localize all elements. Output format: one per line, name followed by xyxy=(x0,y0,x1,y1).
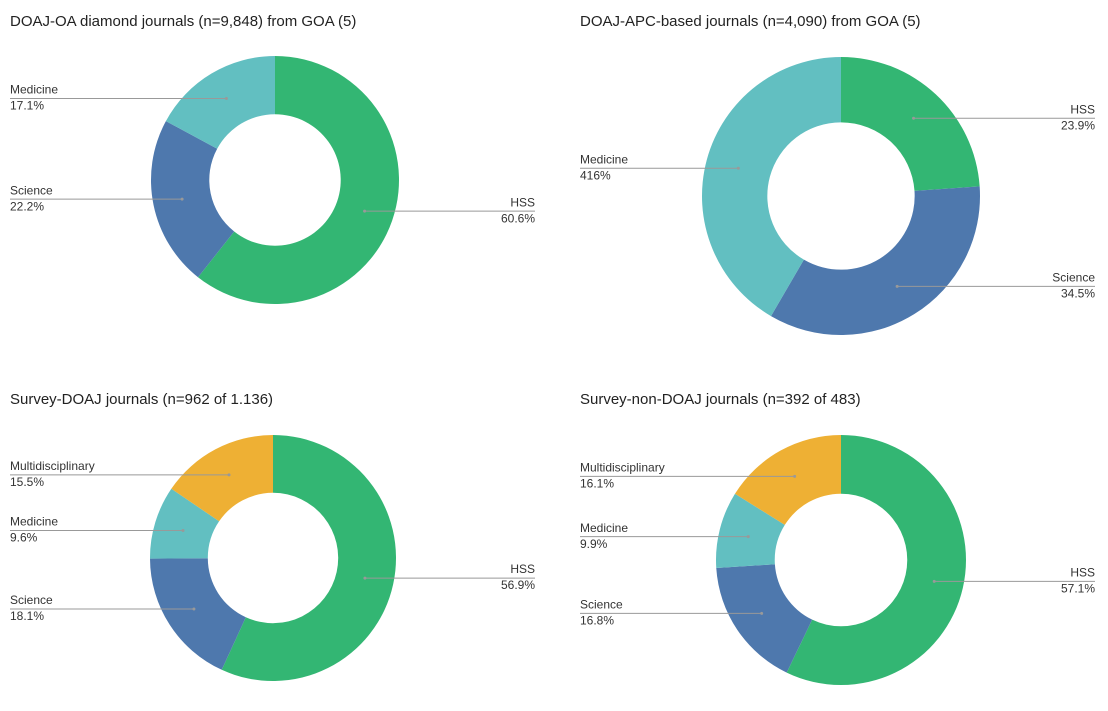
slice-value: 57.1% xyxy=(1061,581,1095,595)
slice-value: 16.1% xyxy=(580,477,614,491)
donut-slice xyxy=(221,435,396,682)
donut-slice xyxy=(716,564,813,673)
leader-dot xyxy=(736,166,740,170)
leader-dot xyxy=(363,576,367,580)
donut-slice xyxy=(734,435,841,525)
slice-value: 9.9% xyxy=(580,537,608,551)
donut-slice xyxy=(150,558,246,670)
slice-value: 15.5% xyxy=(10,475,44,489)
slice-label: Science xyxy=(1052,270,1095,284)
leader-dot xyxy=(793,474,797,478)
chart-title: Survey-DOAJ journals (n=962 of 1.136) xyxy=(10,391,273,408)
donut-slice xyxy=(770,186,981,335)
donut-slice xyxy=(841,57,980,191)
slice-value: 16.8% xyxy=(580,614,614,628)
slice-label: Multidisciplinary xyxy=(580,461,665,475)
slice-label: Medicine xyxy=(580,152,628,166)
slice-value: 56.9% xyxy=(501,578,535,592)
leader-dot xyxy=(181,529,185,533)
chart-title: DOAJ-OA diamond journals (n=9,848) from … xyxy=(10,13,356,30)
chart-title: DOAJ-APC-based journals (n=4,090) from G… xyxy=(580,13,921,30)
leader-dot xyxy=(932,579,936,583)
slice-label: Science xyxy=(10,593,53,607)
donut-slice xyxy=(716,493,785,569)
donut-slice xyxy=(150,488,220,559)
slice-label: Science xyxy=(580,598,623,612)
slice-value: 60.6% xyxy=(501,211,535,225)
slice-label: HSS xyxy=(1070,565,1095,579)
leader-dot xyxy=(760,611,764,615)
donut-slice xyxy=(786,435,966,685)
slice-value: 17.1% xyxy=(10,99,44,113)
donut-slice xyxy=(702,57,841,317)
chart-title: Survey-non-DOAJ journals (n=392 of 483) xyxy=(580,391,861,408)
slice-label: HSS xyxy=(1070,102,1095,116)
leader-dot xyxy=(227,473,231,477)
slice-label: Medicine xyxy=(10,515,58,529)
donut-slice xyxy=(171,435,273,522)
slice-label: HSS xyxy=(510,195,535,209)
leader-dot xyxy=(224,97,228,101)
leader-dot xyxy=(912,116,916,120)
slice-label: Multidisciplinary xyxy=(10,459,95,473)
slice-value: 23.9% xyxy=(1061,118,1095,132)
slice-label: Medicine xyxy=(10,83,58,97)
leader-dot xyxy=(895,284,899,288)
slice-label: Medicine xyxy=(580,521,628,535)
leader-dot xyxy=(363,209,367,213)
slice-label: HSS xyxy=(510,562,535,576)
leader-dot xyxy=(192,607,196,611)
donut-slice xyxy=(150,121,235,278)
leader-dot xyxy=(746,535,750,539)
slice-value: 22.2% xyxy=(10,199,44,213)
leader-dot xyxy=(180,197,184,201)
slice-value: 34.5% xyxy=(1061,286,1095,300)
donut-slice xyxy=(165,56,275,149)
slice-value: 416% xyxy=(580,168,611,182)
slice-value: 18.1% xyxy=(10,609,44,623)
slice-label: Science xyxy=(10,183,53,197)
donut-slice xyxy=(198,56,399,304)
slice-value: 9.6% xyxy=(10,531,38,545)
